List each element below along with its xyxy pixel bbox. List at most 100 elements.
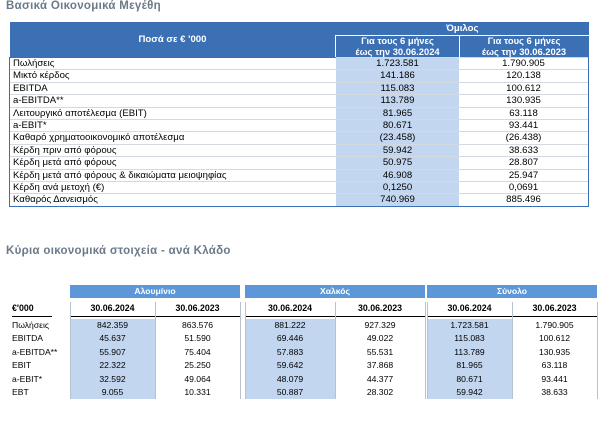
value-2024: 141.186 [335, 69, 460, 83]
group-border [240, 302, 241, 400]
sector-value: 842.359 [96, 320, 129, 330]
table-row: EBITDA 115.083 100.612 [8, 81, 590, 95]
sector-value: 57.883 [276, 346, 304, 357]
row-label: EBITDA [8, 81, 336, 95]
table-row: Μικτό κέρδος 141.186 120.138 [8, 69, 590, 83]
value-2024: 740.969 [335, 193, 460, 207]
column-header-2024: Για τους 6 μήνες έως την 30.06.2024 [335, 35, 460, 58]
group-border [245, 302, 246, 400]
group-border [597, 302, 598, 400]
sector-value: 37.868 [366, 360, 394, 371]
sector-value: 45.637 [99, 333, 126, 344]
sector-value: 59.942 [456, 387, 483, 397]
sector-value: 100.612 [538, 333, 571, 344]
table-row: Πωλήσεις 1.723.581 1.790.905 [8, 56, 590, 70]
row-label: Κέρδη πριν από φόρους [8, 143, 336, 157]
sector-row-label: Πωλήσεις [12, 320, 50, 330]
sector-value: 1.723.581 [450, 320, 489, 330]
date-header: 30.06.2024 [267, 303, 313, 313]
table-row: Κέρδη μετά από φόρους 50.975 28.807 [8, 156, 590, 170]
sector-row-label: EBIT [12, 360, 32, 371]
value-2024: 80.671 [335, 119, 460, 132]
column-header-2023: Για τους 6 μήνες έως την 30.06.2023 [458, 35, 589, 58]
shaded-column [245, 319, 335, 400]
column-divider [335, 302, 336, 400]
sector-group-header: Αλουμίνιο [70, 285, 240, 298]
group-border [70, 302, 71, 400]
sector-row-label: EBITDA [12, 333, 44, 344]
value-2024: 59.942 [335, 143, 460, 157]
value-2024: 46.908 [335, 168, 460, 182]
table-row: a-EBIT* 80.671 93.441 [8, 119, 590, 132]
unit-label: €'000 [12, 303, 34, 313]
sector-value: 863.576 [181, 320, 214, 330]
table-row: Κέρδη πριν από φόρους 59.942 38.633 [8, 143, 590, 157]
value-2023: 1.790.905 [459, 56, 590, 70]
sector-row-label: a-EBIT* [12, 373, 43, 384]
sector-value: 115.083 [454, 333, 485, 344]
financials-table: Ποσά σε € '000 Όμιλος Για τους 6 μήνες έ… [8, 22, 590, 207]
sector-value: 32.592 [99, 373, 126, 384]
value-2024: 50.975 [335, 156, 460, 170]
amounts-label: Ποσά σε € '000 [9, 22, 336, 58]
sector-value: 59.642 [276, 360, 304, 371]
value-2023: 63.118 [459, 106, 590, 120]
value-2024: 113.789 [335, 94, 460, 108]
date-header: 30.06.2023 [357, 303, 403, 313]
date-header: 30.06.2024 [447, 303, 492, 313]
sector-value: 9.055 [101, 387, 124, 397]
column-header-2024-line2: έως την 30.06.2024 [355, 45, 440, 57]
sector-value: 55.531 [366, 346, 394, 357]
row-label: Κέρδη ανά μετοχή (€) [8, 181, 336, 194]
value-2024: 0,1250 [335, 181, 460, 194]
sector-value: 25.250 [184, 360, 211, 371]
group-border [427, 302, 428, 400]
group-label: Όμιλος [335, 22, 589, 36]
column-header-2024-line1: Για τους 6 μήνες [361, 35, 434, 46]
section-title-by-sector: Κύρια οικονομικά στοιχεία - ανά Κλάδο [6, 245, 231, 257]
table-row: a-EBITDA** 113.789 130.935 [8, 94, 590, 108]
financials-subheader-row: Για τους 6 μήνες έως την 30.06.2024 Για … [10, 35, 589, 58]
sector-value: 63.118 [541, 360, 568, 371]
row-label: Μικτό κέρδος [8, 69, 336, 83]
date-header: 30.06.2023 [175, 303, 220, 313]
value-2023: 93.441 [459, 119, 590, 132]
header-divider [12, 316, 52, 317]
sector-value: 28.302 [366, 387, 394, 397]
sector-value: 130.935 [538, 346, 571, 357]
sector-group-header: Σύνολο [427, 285, 597, 298]
sector-value: 38.633 [541, 387, 568, 397]
value-2023: 0,0691 [459, 181, 590, 194]
sector-value: 49.064 [184, 373, 211, 384]
sector-value: 75.404 [184, 346, 211, 357]
value-2023: 120.138 [459, 69, 590, 83]
sector-value: 1.790.905 [535, 320, 574, 330]
sector-value: 48.079 [276, 373, 304, 384]
value-2024: (23.458) [335, 131, 460, 145]
row-label: Κέρδη μετά από φόρους & δικαιώματα μειοψ… [8, 168, 336, 182]
value-2024: 115.083 [335, 81, 460, 95]
value-2024: 1.723.581 [335, 56, 460, 70]
value-2023: (26.438) [459, 131, 590, 145]
value-2024: 81.965 [335, 106, 460, 120]
column-divider [512, 302, 513, 400]
sector-group-header: Χαλκός [245, 285, 425, 298]
table-row: Κέρδη μετά από φόρους & δικαιώματα μειοψ… [8, 168, 590, 182]
table-row: Καθαρό χρηματοοικονομικό αποτέλεσμα (23.4… [8, 131, 590, 145]
sector-value: 80.671 [456, 373, 483, 384]
sector-value: 44.377 [366, 373, 394, 384]
value-2023: 130.935 [459, 94, 590, 108]
value-2023: 885.496 [459, 193, 590, 207]
table-row: Καθαρός Δανεισμός 740.969 885.496 [8, 193, 590, 207]
row-label: a-EBITDA** [8, 94, 336, 108]
sector-value: 55.907 [99, 346, 126, 357]
sector-value: 69.446 [276, 333, 304, 344]
row-label: Καθαρό χρηματοοικονομικό αποτέλεσμα [8, 131, 336, 145]
sector-value: 881.222 [274, 320, 306, 330]
row-label: Καθαρός Δανεισμός [8, 193, 336, 207]
shaded-column [427, 319, 512, 400]
column-divider [155, 302, 156, 400]
row-label: Κέρδη μετά από φόρους [8, 156, 336, 170]
section-title-financials: Βασικά Οικονομικά Μεγέθη [6, 0, 161, 12]
sector-value: 22.322 [99, 360, 126, 371]
